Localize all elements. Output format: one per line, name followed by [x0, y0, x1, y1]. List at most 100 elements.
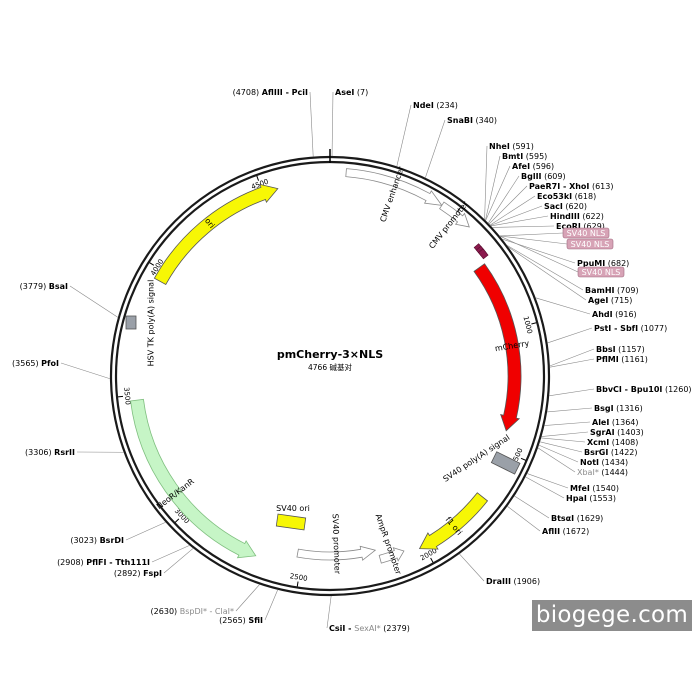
site-label: DraIII (1906): [486, 577, 540, 586]
site-label: BamHI (709): [585, 286, 639, 295]
site-leader: [459, 553, 485, 582]
site-leader: [547, 407, 593, 413]
site-label: BsrGI (1422): [584, 448, 638, 457]
tick-mark: [430, 557, 434, 563]
nls-label: SV40 NLS: [566, 238, 614, 250]
site-position: (1540): [590, 484, 619, 493]
site-leader: [69, 285, 119, 318]
restriction-sites: (4708) AflIII - PciI AseI (7) NdeI (234) Sn…: [12, 88, 692, 633]
site-name: AgeI: [588, 296, 608, 305]
site-label: AfeI (596): [512, 162, 554, 171]
feature-label-sv40-promoter: SV40 promoter: [331, 514, 342, 575]
site-position: (1157): [616, 345, 645, 354]
site-position: (620): [563, 202, 587, 211]
feature-label-hsv-tk-poly-a-signal: HSV TK poly(A) signal: [147, 280, 156, 367]
site-position: (618): [572, 192, 596, 201]
nls-label-box: [562, 227, 610, 239]
site-position: (1403): [615, 428, 644, 437]
site-position: (609): [542, 172, 566, 181]
feature-label-cmv-enhancer: CMV enhancer: [378, 165, 406, 224]
site-position: (2892): [114, 569, 143, 578]
site-leader: [235, 584, 260, 612]
site-label: NheI (591): [489, 142, 534, 151]
site-name: SacI: [544, 202, 563, 211]
site-leader: [506, 245, 584, 291]
site-label: PflMI (1161): [596, 355, 648, 364]
site-label: SacI (620): [544, 202, 587, 211]
site-label: AhdI (916): [592, 310, 637, 319]
site-position: (591): [510, 142, 534, 151]
nls-leader: [499, 235, 568, 245]
site-label: BmtI (595): [502, 152, 547, 161]
site-label: (3779) BsaI: [20, 282, 68, 291]
site-name: HindIII: [550, 212, 580, 221]
site-name: SnaBI: [447, 116, 473, 125]
site-label: (2908) PflFI - Tth111I: [57, 558, 150, 567]
site-name: BbsI: [596, 345, 616, 354]
site-position: (596): [530, 162, 554, 171]
site-position: (2379): [381, 624, 410, 633]
site-name: HpaI: [566, 494, 587, 503]
site-leader: [163, 548, 194, 574]
site-name-gray: SexAI*: [354, 624, 380, 633]
tick-mark: [149, 262, 155, 266]
tick-mark: [456, 207, 461, 212]
site-position: (1672): [560, 527, 589, 536]
site-leader: [514, 495, 550, 519]
site-name: SfiI: [248, 616, 263, 625]
site-name: BmtI: [502, 152, 523, 161]
site-position: (2908): [57, 558, 86, 567]
feature-hsv-tk-poly-a-signal: [125, 315, 137, 330]
site-leader: [151, 545, 190, 563]
feature-sv40-ori: [275, 513, 307, 531]
site-name: SgrAI: [590, 428, 615, 437]
site-label: MfeI (1540): [570, 484, 619, 493]
site-label: BsgI (1316): [594, 404, 643, 413]
site-leader: [549, 348, 595, 367]
site-position: (1434): [599, 458, 628, 467]
site-position: (715): [608, 296, 632, 305]
site-name: BtsαI: [551, 514, 574, 523]
site-leader: [396, 104, 412, 167]
bp-ticks: 50010001500200025003000350040004500: [117, 175, 537, 587]
nls-label: SV40 NLS: [577, 266, 625, 278]
site-leader: [489, 195, 536, 226]
backbone-outer-ring: [109, 155, 551, 597]
site-name: BbvCI - Bpu10I: [596, 385, 662, 394]
site-name: RsrII: [54, 448, 75, 457]
site-name: BsrDI: [100, 536, 124, 545]
site-leader: [507, 505, 541, 532]
site-position: (1553): [587, 494, 616, 503]
site-name: NdeI: [413, 101, 434, 110]
site-name: FspI: [143, 569, 162, 578]
site-label: Eco53kI (618): [537, 192, 596, 201]
site-leader: [484, 145, 488, 220]
site-leader: [541, 431, 589, 437]
site-position: (1906): [511, 577, 540, 586]
site-name: BsgI: [594, 404, 614, 413]
feature-mcherry: [473, 263, 522, 432]
site-name: Eco53kI: [537, 192, 572, 201]
site-position: (1364): [609, 418, 638, 427]
site-label: NotI (1434): [580, 458, 628, 467]
site-position: (234): [434, 101, 458, 110]
site-name: PpuMI: [577, 259, 605, 268]
site-label: BglII (609): [521, 172, 566, 181]
nls-label-text: SV40 NLS: [567, 229, 606, 238]
site-label: PaeR7I - XhoI (613): [529, 182, 613, 191]
site-leader: [425, 119, 446, 178]
site-position: (340): [473, 116, 497, 125]
nls-label-text: SV40 NLS: [582, 268, 621, 277]
site-position: (1316): [614, 404, 643, 413]
site-position: (3306): [25, 448, 54, 457]
site-name: NotI: [580, 458, 599, 467]
site-label: PstI - SbfI (1077): [594, 324, 667, 333]
site-name: BspDI* - ClaI*: [180, 607, 234, 616]
site-label: NdeI (234): [413, 101, 458, 110]
site-position: (613): [589, 182, 613, 191]
site-name: AhdI: [592, 310, 613, 319]
site-label: AleI (1364): [592, 418, 639, 427]
site-position: (7): [354, 88, 368, 97]
site-label: AseI (7): [335, 88, 368, 97]
site-name: PaeR7I - XhoI: [529, 182, 589, 191]
